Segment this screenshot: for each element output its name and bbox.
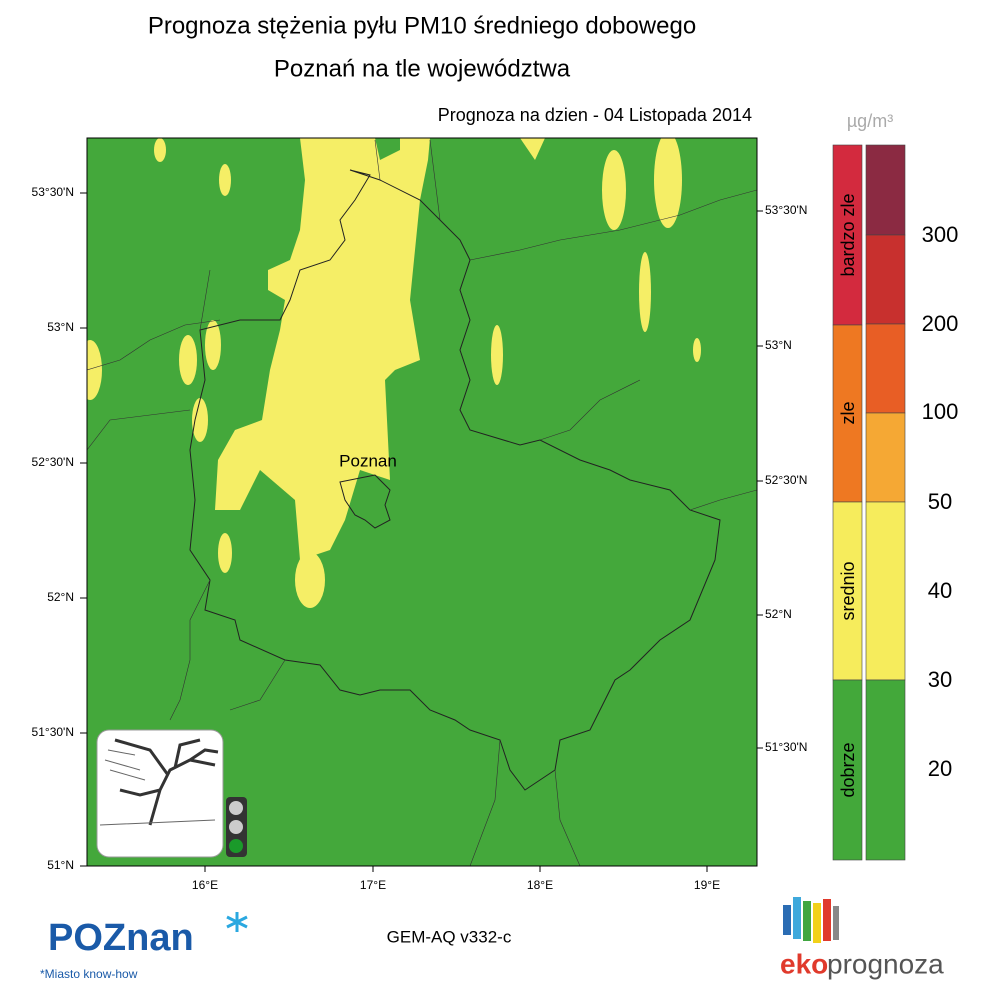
ekoprognoza-logo-b: prognoza — [827, 948, 944, 979]
lat-label: 53°N — [765, 338, 792, 352]
legend-threshold: 40 — [928, 578, 952, 603]
ekoprognoza-logo-a: eko — [780, 948, 828, 979]
legend-threshold: 200 — [922, 311, 959, 336]
lon-label: 16°E — [192, 878, 218, 892]
legend-unit: µg/m³ — [847, 111, 893, 131]
poznan-tagline: *Miasto know-how — [40, 967, 138, 981]
poznan-logo: POZnan — [48, 917, 194, 959]
map: Poznan — [86, 137, 758, 867]
legend-threshold: 50 — [928, 489, 952, 514]
lon-label: 17°E — [360, 878, 386, 892]
lon-label: 18°E — [527, 878, 553, 892]
lat-label: 52°N — [47, 590, 74, 604]
lat-label: 52°30'N — [765, 473, 807, 487]
footer: POZnan *Miasto know-how GEM-AQ v332-c ek… — [40, 897, 944, 981]
legend: µg/m³ — [832, 111, 906, 861]
lon-label: 19°E — [694, 878, 720, 892]
city-label: Poznan — [339, 451, 397, 470]
lat-label: 53°30'N — [32, 185, 74, 199]
legend-category: bardzo zle — [838, 193, 858, 276]
legend-threshold: 100 — [922, 399, 959, 424]
pictogram — [96, 729, 247, 858]
legend-threshold: 20 — [928, 756, 952, 781]
lat-label: 51°N — [47, 858, 74, 872]
legend-category: zle — [838, 401, 858, 424]
lat-label: 52°N — [765, 607, 792, 621]
legend-threshold: 30 — [928, 667, 952, 692]
date-label: Prognoza na dzien - 04 Listopada 2014 — [438, 105, 752, 125]
subtitle: Poznań na tle województwa — [274, 55, 571, 82]
legend-threshold: 300 — [922, 222, 959, 247]
model-label: GEM-AQ v332-c — [387, 927, 512, 946]
legend-category: srednio — [838, 561, 858, 620]
lat-label: 53°30'N — [765, 203, 807, 217]
lat-label: 51°30'N — [765, 740, 807, 754]
legend-category: dobrze — [838, 742, 858, 797]
lat-label: 53°N — [47, 320, 74, 334]
lat-label: 51°30'N — [32, 725, 74, 739]
title: Prognoza stężenia pyłu PM10 średniego do… — [148, 12, 696, 39]
lat-label: 52°30'N — [32, 455, 74, 469]
